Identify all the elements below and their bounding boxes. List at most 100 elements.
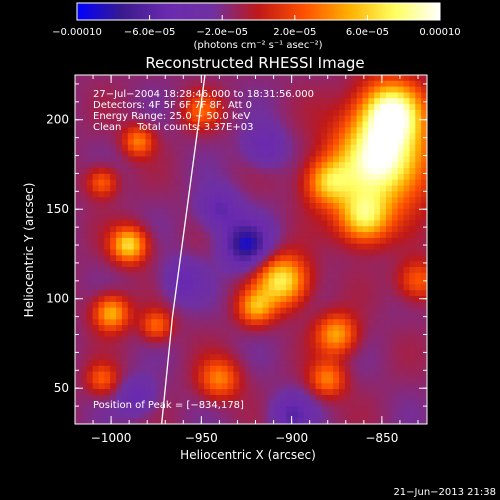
heatmap-cell — [245, 400, 252, 407]
heatmap-cell — [403, 214, 410, 221]
heatmap-cell — [92, 336, 99, 343]
heatmap-cell — [362, 237, 369, 245]
heatmap-cell — [409, 127, 416, 134]
heatmap-cell — [233, 191, 240, 198]
heatmap-cell — [339, 394, 346, 402]
heatmap-cell — [180, 150, 187, 157]
heatmap-cell — [286, 226, 293, 233]
heatmap-cell — [327, 307, 334, 314]
heatmap-cell — [239, 75, 246, 82]
heatmap-cell — [391, 330, 399, 338]
heatmap-cell — [110, 150, 117, 157]
heatmap-cell — [333, 377, 340, 384]
heatmap-cell — [344, 336, 352, 343]
heatmap-cell — [327, 214, 334, 221]
heatmap-cell — [239, 377, 246, 384]
heatmap-cell — [209, 383, 217, 390]
heatmap-cell — [163, 330, 170, 338]
heatmap-cell — [256, 278, 264, 285]
heatmap-cell — [286, 138, 293, 146]
heatmap-cell — [309, 313, 316, 320]
heatmap-cell — [421, 197, 427, 204]
heatmap-cell — [80, 412, 88, 419]
heatmap-cell — [409, 290, 416, 297]
heatmap-cell — [204, 412, 211, 419]
heatmap-cell — [174, 418, 181, 424]
heatmap-cell — [227, 232, 234, 239]
heatmap-cell — [385, 237, 393, 245]
heatmap-cell — [174, 313, 181, 320]
heatmap-cell — [297, 284, 305, 291]
heatmap-cell — [380, 92, 387, 99]
heatmap-cell — [192, 412, 199, 419]
heatmap-cell — [397, 104, 404, 111]
heatmap-cell — [286, 365, 293, 373]
heatmap-cell — [157, 319, 164, 326]
heatmap-cell — [280, 156, 287, 163]
heatmap-cell — [421, 261, 427, 268]
heatmap-cell — [333, 133, 340, 140]
heatmap-cell — [215, 220, 223, 227]
heatmap-cell — [157, 144, 164, 152]
heatmap-cell — [139, 301, 146, 309]
heatmap-cell — [362, 284, 369, 291]
heatmap-cell — [262, 266, 269, 274]
heatmap-cell — [86, 284, 93, 291]
heatmap-cell — [380, 156, 387, 163]
heatmap-cell — [415, 360, 422, 367]
heatmap-cell — [151, 278, 158, 285]
heatmap-cell — [116, 86, 123, 93]
heatmap-cell — [380, 330, 387, 338]
heatmap-cell — [268, 389, 275, 396]
heatmap-cell — [198, 179, 205, 186]
heatmap-cell — [239, 278, 246, 285]
heatmap-cell — [127, 86, 135, 93]
heatmap-cell — [145, 389, 152, 396]
heatmap-cell — [227, 377, 234, 384]
heatmap-cell — [333, 278, 340, 285]
heatmap-cell — [157, 284, 164, 291]
heatmap-cell — [121, 383, 129, 390]
heatmap-cell — [209, 261, 217, 268]
heatmap-cell — [274, 325, 281, 332]
heatmap-cell — [303, 185, 311, 192]
heatmap-cell — [233, 121, 240, 128]
heatmap-cell — [303, 348, 311, 355]
heatmap-cell — [356, 272, 363, 279]
heatmap-cell — [233, 80, 240, 88]
heatmap-cell — [297, 342, 305, 349]
heatmap-cell — [339, 232, 346, 239]
heatmap-cell — [186, 243, 193, 250]
heatmap-cell — [292, 98, 299, 105]
heatmap-cell — [256, 290, 264, 297]
heatmap-cell — [151, 336, 158, 343]
heatmap-cell — [362, 197, 369, 204]
heatmap-cell — [350, 290, 357, 297]
heatmap-cell — [186, 127, 193, 134]
heatmap-cell — [339, 330, 346, 338]
heatmap-cell — [268, 173, 275, 181]
heatmap-cell — [233, 75, 240, 82]
heatmap-cell — [145, 296, 152, 303]
heatmap-cell — [403, 109, 410, 117]
heatmap-cell — [163, 121, 170, 128]
heatmap-cell — [385, 80, 393, 88]
heatmap-cell — [198, 191, 205, 198]
heatmap-cell — [186, 400, 193, 407]
heatmap-cell — [180, 92, 187, 99]
heatmap-cell — [180, 255, 187, 262]
heatmap-cell — [333, 144, 340, 152]
heatmap-cell — [145, 208, 152, 215]
heatmap-cell — [221, 278, 228, 285]
heatmap-cell — [274, 371, 281, 378]
heatmap-cell — [403, 98, 410, 105]
heatmap-cell — [110, 394, 117, 402]
heatmap-cell — [80, 121, 88, 128]
heatmap-cell — [315, 249, 322, 256]
heatmap-cell — [339, 75, 346, 82]
heatmap-cell — [286, 418, 293, 424]
heatmap-cell — [163, 185, 170, 192]
heatmap-cell — [209, 377, 217, 384]
heatmap-cell — [75, 92, 82, 99]
heatmap-cell — [127, 412, 135, 419]
